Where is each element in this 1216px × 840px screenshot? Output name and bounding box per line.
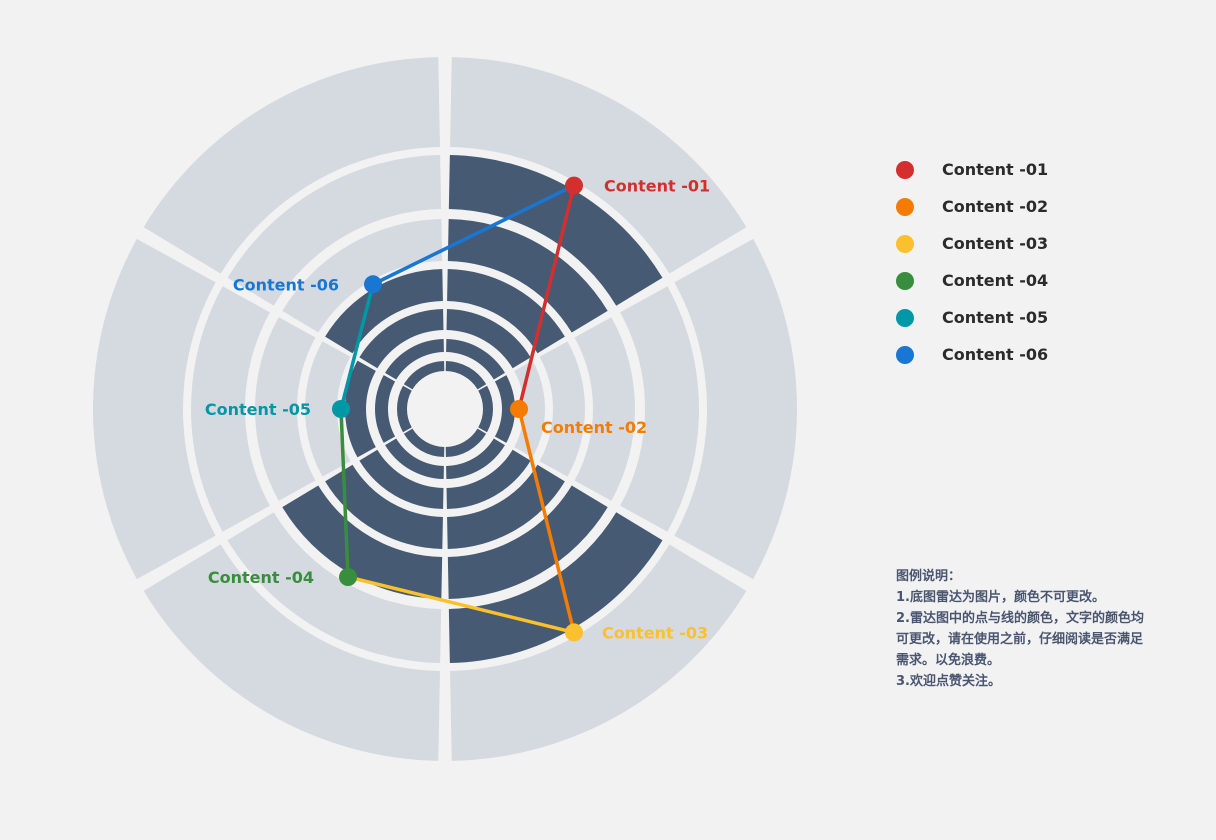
radar-point-5: [332, 400, 350, 418]
radar-sector-6-ring-3: [359, 309, 444, 369]
radar-point-1: [565, 176, 583, 195]
radar-sector-2-ring-4: [539, 341, 585, 477]
legend-label-content-03: Content -03: [942, 234, 1049, 253]
legend-item-content-03: Content -03: [896, 232, 1136, 268]
radar-sector-3-ring-7: [450, 544, 747, 761]
radar-sector-4-ring-3: [359, 449, 444, 509]
radar-sector-3-ring-2: [446, 438, 505, 479]
legend-dot-content-01: [896, 161, 914, 179]
radar-axis-label-5: Content -05: [205, 400, 311, 419]
radar-sector-5-ring-3: [344, 360, 376, 458]
radar-sector-2-ring-1: [478, 385, 493, 433]
radar-axis-label-6: Content -06: [233, 275, 339, 294]
chart-notes: 图例说明： 1.底图雷达为图片，颜色不可更改。 2.雷达图中的点与线的颜色，文字…: [896, 566, 1146, 692]
radar-rings: [92, 57, 798, 761]
legend-label-content-02: Content -02: [942, 197, 1049, 216]
radar-line-2: [517, 408, 576, 633]
radar-sector-5-ring-1: [396, 385, 412, 433]
radar-sector-4-ring-1: [403, 428, 445, 457]
radar-sector-1-ring-6: [448, 155, 663, 306]
radar-sector-2-ring-3: [514, 360, 545, 458]
radar-line-1: [517, 185, 576, 410]
legend-item-content-05: Content -05: [896, 306, 1136, 342]
radar-sector-3-ring-5: [447, 485, 608, 599]
radar-sector-2-ring-6: [620, 286, 699, 532]
legend-dot-content-03: [896, 235, 914, 253]
radar-sector-3-ring-1: [445, 428, 487, 457]
notes-line-1: 1.底图雷达为图片，颜色不可更改。: [896, 590, 1105, 605]
radar-sector-4-ring-7: [143, 544, 440, 761]
legend-label-content-05: Content -05: [942, 308, 1049, 327]
radar-point-2: [510, 400, 528, 418]
radar-sector-1-ring-3: [446, 309, 531, 369]
radar-sector-6-ring-4: [325, 269, 443, 354]
radar-axis-label-1: Content -01: [604, 177, 710, 196]
legend-item-content-04: Content -04: [896, 269, 1136, 305]
radar-point-6: [364, 275, 382, 294]
legend-label-content-06: Content -06: [942, 345, 1049, 364]
notes-line-3: 3.欢迎点赞关注。: [896, 674, 1001, 689]
radar-sector-5-ring-6: [191, 286, 270, 532]
radar-axis-label-3: Content -03: [602, 623, 708, 642]
radar-sector-1-ring-5: [447, 219, 608, 333]
legend-label-content-04: Content -04: [942, 271, 1049, 290]
radar-sector-5-ring-2: [374, 375, 396, 443]
radar-sector-6-ring-6: [227, 155, 442, 306]
radar-sector-1-ring-2: [446, 339, 505, 380]
radar-sector-5-ring-5: [255, 317, 316, 501]
radar-sector-6-ring-5: [282, 219, 443, 333]
radar-sector-1-ring-7: [450, 57, 747, 274]
radar-sector-6-ring-7: [143, 57, 440, 274]
radar-sector-4-ring-2: [385, 438, 444, 479]
radar-sector-3-ring-3: [446, 449, 531, 509]
legend: Content -01 Content -02 Content -03 Cont…: [896, 158, 1136, 380]
radar-axis-label-4: Content -04: [208, 568, 314, 587]
radar-point-4: [339, 568, 357, 587]
notes-line-2: 2.雷达图中的点与线的颜色，文字的颜色均可更改，请在使用之前，仔细阅读是否满足需…: [896, 611, 1144, 668]
radar-line-3: [347, 575, 575, 635]
radar-line-5: [339, 283, 375, 410]
radar-point-3: [565, 623, 583, 642]
legend-label-content-01: Content -01: [942, 160, 1049, 179]
legend-dot-content-06: [896, 346, 914, 364]
radar-sector-5-ring-4: [304, 341, 351, 477]
radar-sector-3-ring-6: [448, 512, 663, 663]
radar-sector-4-ring-5: [282, 485, 443, 599]
radar-sector-2-ring-7: [674, 238, 798, 580]
radar-axis-label-2: Content -02: [541, 418, 647, 437]
radar-sector-4-ring-4: [325, 464, 443, 549]
radar-sector-6-ring-2: [385, 339, 444, 380]
radar-sector-1-ring-4: [447, 269, 565, 354]
legend-item-content-06: Content -06: [896, 343, 1136, 379]
radar-sector-1-ring-1: [445, 361, 487, 390]
legend-dot-content-05: [896, 309, 914, 327]
notes-title: 图例说明：: [896, 569, 962, 584]
radar-sector-2-ring-2: [494, 375, 516, 443]
legend-dot-content-04: [896, 272, 914, 290]
radar-line-6: [372, 183, 575, 286]
legend-dot-content-02: [896, 198, 914, 216]
radar-sector-5-ring-7: [92, 238, 216, 580]
radar-line-4: [339, 408, 350, 578]
radar-sector-3-ring-4: [447, 464, 565, 549]
radar-sector-2-ring-5: [574, 317, 635, 501]
radar-sector-4-ring-6: [227, 512, 442, 663]
legend-item-content-02: Content -02: [896, 195, 1136, 231]
radar-sector-6-ring-1: [403, 361, 445, 390]
legend-item-content-01: Content -01: [896, 158, 1136, 194]
